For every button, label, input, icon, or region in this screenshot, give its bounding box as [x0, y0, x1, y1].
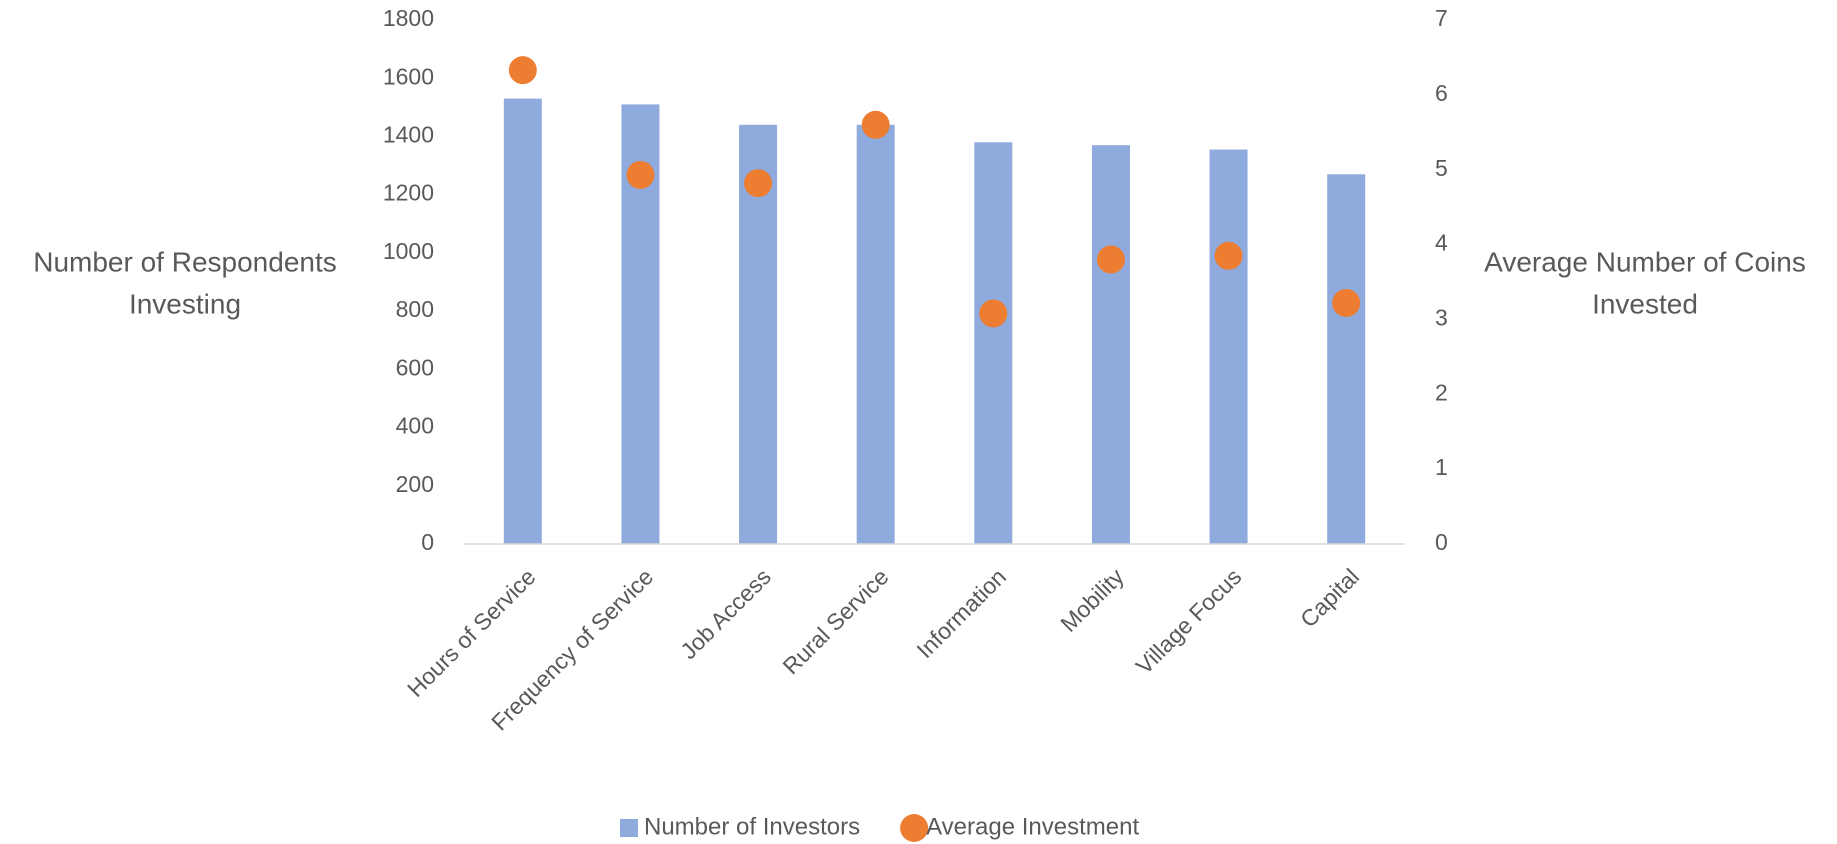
y2-tick-label: 1: [1435, 454, 1448, 480]
x-tick-label: Hours of Service: [402, 563, 541, 702]
y-tick-label: 1200: [383, 180, 434, 206]
x-tick-label: Job Access: [675, 563, 776, 664]
y-tick-label: 1400: [383, 122, 434, 148]
y-axis-title: Investing: [129, 288, 241, 319]
x-tick-label: Capital: [1295, 563, 1364, 632]
y2-tick-label: 0: [1435, 529, 1448, 555]
y2-tick-label: 2: [1435, 379, 1448, 405]
dot: [1332, 288, 1361, 317]
y-tick-label: 800: [396, 296, 434, 322]
y2-axis-title: Invested: [1592, 288, 1698, 319]
bar: [856, 124, 895, 545]
x-tick-label: Village Focus: [1131, 563, 1247, 679]
bar: [503, 98, 542, 544]
dot: [979, 299, 1008, 328]
y-tick-label: 0: [421, 529, 434, 555]
legend-marker: [900, 814, 929, 842]
y-tick-label: 600: [396, 354, 434, 380]
y2-tick-label: 3: [1435, 305, 1448, 331]
y-tick-label: 400: [396, 413, 434, 439]
y2-axis-title: Average Number of Coins: [1484, 246, 1806, 277]
y-tick-label: 1800: [383, 5, 434, 31]
dot: [508, 56, 537, 85]
x-tick-label: Mobility: [1055, 563, 1129, 637]
y-tick-label: 1600: [383, 63, 434, 89]
x-tick-label: Rural Service: [778, 563, 894, 679]
bar: [1091, 145, 1130, 544]
y-tick-label: 200: [396, 471, 434, 497]
bar: [1209, 149, 1248, 545]
bar: [974, 142, 1013, 544]
dot: [744, 169, 773, 198]
y2-tick-label: 6: [1435, 80, 1448, 106]
y-tick-label: 1000: [383, 238, 434, 264]
dot: [1214, 241, 1243, 270]
x-tick-label: Information: [911, 563, 1011, 663]
y2-tick-label: 7: [1435, 5, 1448, 31]
dot: [626, 160, 655, 189]
dot: [861, 110, 890, 139]
legend-marker: [620, 819, 638, 837]
legend-label: Number of Investors: [644, 813, 860, 840]
y2-tick-label: 5: [1435, 155, 1448, 181]
bar: [1327, 174, 1366, 545]
y-axis-title: Number of Respondents: [33, 246, 337, 277]
legend-label: Average Investment: [926, 813, 1139, 840]
dot: [1096, 245, 1125, 274]
y2-tick-label: 4: [1435, 230, 1448, 256]
